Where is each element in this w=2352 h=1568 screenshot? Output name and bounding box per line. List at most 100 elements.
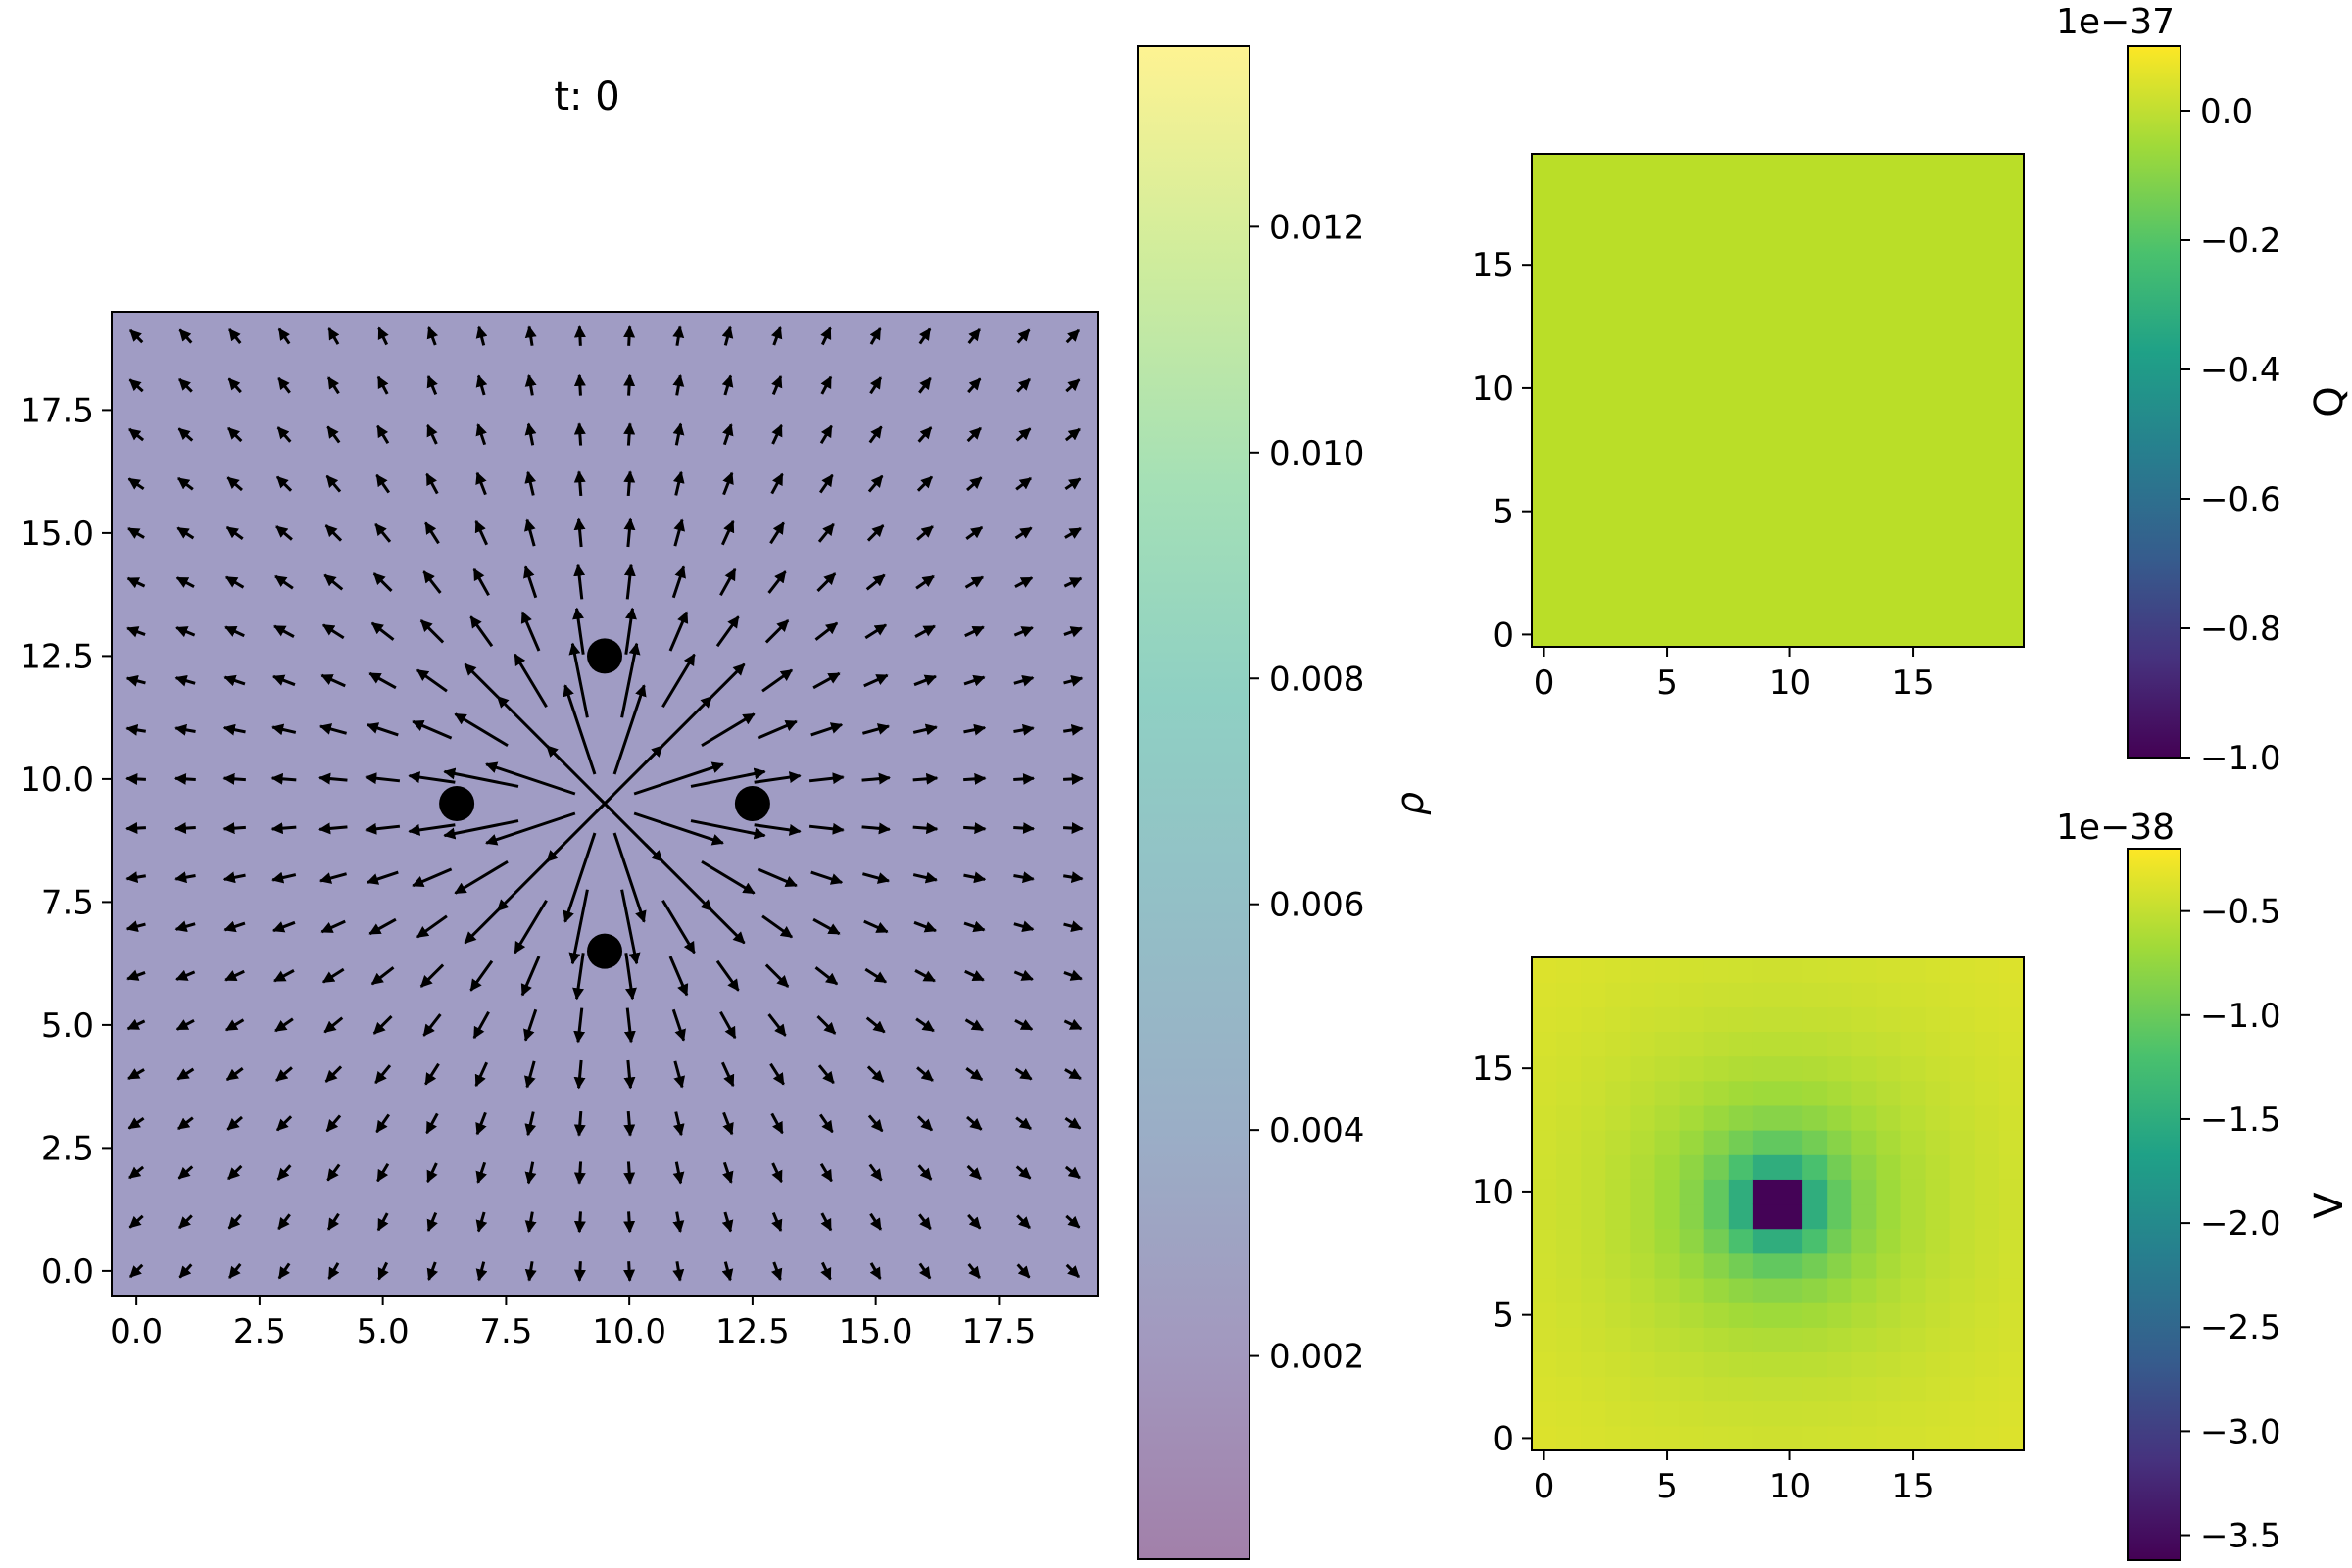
v-heatmap-cell <box>1654 1006 1681 1033</box>
field-arrow <box>426 1162 438 1184</box>
v-heatmap-cell <box>1876 1006 1902 1033</box>
v-heatmap-cell <box>1925 1055 1951 1082</box>
field-arrow <box>701 712 756 748</box>
field-arrow <box>320 919 346 934</box>
v-heatmap-cell <box>1998 1055 2025 1082</box>
field-arrow <box>965 1067 984 1082</box>
field-arrow <box>272 920 296 933</box>
rho-tick-label: 0.010 <box>1269 434 1364 473</box>
field-arrow <box>721 374 734 396</box>
field-arrow <box>912 871 938 884</box>
field-arrow <box>126 969 146 981</box>
field-arrow <box>1063 674 1084 687</box>
rho-colorbar-fill <box>1138 46 1250 1559</box>
field-arrow <box>623 422 636 446</box>
v-heatmap-cell <box>1654 1351 1681 1378</box>
field-arrow <box>376 1212 389 1232</box>
v-heatmap-cell <box>1802 1031 1828 1057</box>
field-arrow <box>770 1112 784 1135</box>
field-arrow <box>326 1212 340 1231</box>
field-arrow <box>913 920 937 933</box>
x-tick-label: 5 <box>1656 1467 1678 1506</box>
field-arrow <box>867 474 884 493</box>
v-heatmap-cell <box>1703 1031 1730 1057</box>
v-heatmap-cell <box>1827 1130 1852 1155</box>
field-arrow <box>174 674 196 687</box>
field-arrow <box>318 822 348 835</box>
field-arrow <box>1065 378 1081 393</box>
field-arrow <box>917 426 933 443</box>
field-arrow <box>761 668 794 693</box>
v-heatmap-cell <box>1900 1302 1927 1328</box>
v-heatmap-cell <box>1949 1351 1976 1378</box>
field-arrow <box>672 325 685 346</box>
field-arrow <box>861 822 891 835</box>
v-heatmap-cell <box>1654 1031 1681 1057</box>
charge-marker <box>439 786 475 821</box>
v-heatmap-cell <box>1851 1228 1877 1254</box>
field-arrow <box>224 969 245 982</box>
v-heatmap-cell <box>1876 1351 1902 1378</box>
v-heatmap-cell <box>1581 1327 1606 1352</box>
field-arrow <box>464 662 500 699</box>
v-heatmap-cell <box>1949 1031 1976 1057</box>
v-heatmap-cell <box>1752 1031 1779 1057</box>
v-heatmap-cell <box>1728 1228 1754 1254</box>
field-arrow <box>520 956 541 997</box>
field-arrow <box>668 956 689 997</box>
v-heatmap-cell <box>1974 1203 2000 1230</box>
v-heatmap-cell <box>1581 1252 1606 1279</box>
v-heatmap-cell <box>1998 957 2025 983</box>
v-heatmap-cell <box>1728 1203 1754 1230</box>
v-heatmap-cell <box>1679 1327 1705 1352</box>
v-heatmap-cell <box>1752 1425 1779 1451</box>
v-heatmap-cell <box>1851 1080 1877 1106</box>
v-heatmap-cell <box>1900 1179 1927 1205</box>
v-heatmap-cell <box>1532 1351 1557 1378</box>
v-heatmap-cell <box>1900 1376 1927 1402</box>
y-tick-label: 15.0 <box>20 514 94 554</box>
field-arrow <box>324 1065 343 1083</box>
charge-marker <box>587 638 622 674</box>
field-arrow <box>224 625 245 638</box>
v-heatmap-cell <box>1630 1302 1656 1328</box>
v-heatmap-cell <box>1728 1179 1754 1205</box>
field-arrow <box>426 1211 438 1232</box>
v-heatmap-cell <box>1581 1228 1606 1254</box>
field-arrow <box>1064 477 1082 491</box>
x-tick-label: 17.5 <box>962 1312 1037 1351</box>
rho-tick-label: 0.012 <box>1269 208 1364 247</box>
field-arrow <box>918 1213 932 1231</box>
y-tick-label: 5 <box>1493 1297 1514 1336</box>
field-arrow <box>967 1213 982 1230</box>
v-heatmap-cell <box>1900 1400 1927 1427</box>
field-arrow <box>623 1161 636 1185</box>
v-heatmap-cell <box>1998 1080 2025 1106</box>
field-arrow <box>820 1261 832 1281</box>
field-arrow <box>820 1212 833 1232</box>
field-arrow <box>225 1067 244 1082</box>
field-arrow <box>720 519 735 546</box>
field-arrow <box>915 1017 935 1033</box>
v-heatmap-cell <box>1703 1228 1730 1254</box>
field-arrow <box>817 1064 835 1084</box>
v-heatmap-cell <box>1581 1376 1606 1402</box>
v-heatmap-cell <box>1802 1154 1828 1180</box>
v-colorbar-frame <box>2127 848 2181 1561</box>
field-arrow <box>318 872 347 884</box>
y-tick-label: 7.5 <box>41 883 94 922</box>
colorbar-tick-label: −0.4 <box>2200 351 2281 390</box>
field-arrow <box>662 899 696 955</box>
field-arrow <box>177 476 194 491</box>
v-heatmap-cell <box>1876 1203 1902 1230</box>
field-arrow <box>820 375 833 395</box>
field-arrow <box>174 920 196 933</box>
v-heatmap-cell <box>1703 1327 1730 1352</box>
v-heatmap-cell <box>1679 1031 1705 1057</box>
v-heatmap-cell <box>1802 957 1828 983</box>
field-arrow <box>276 1164 292 1181</box>
v-heatmap-cell <box>1778 1080 1803 1106</box>
v-heatmap-cell <box>1752 957 1779 983</box>
field-arrow <box>320 673 346 688</box>
v-heatmap-cell <box>1630 1179 1656 1205</box>
